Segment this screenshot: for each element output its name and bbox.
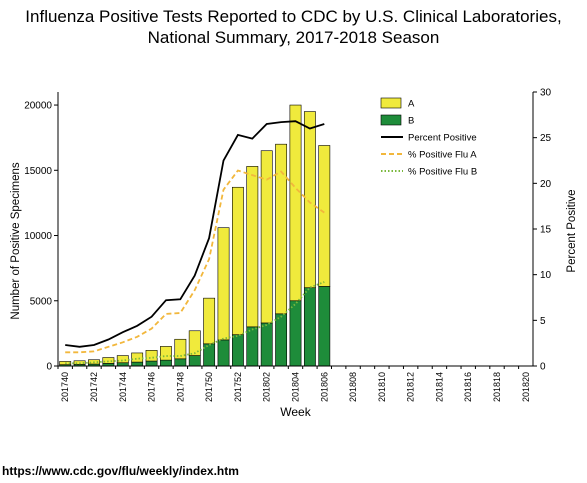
bar-b-201806 bbox=[318, 286, 331, 367]
lines-layer bbox=[65, 120, 325, 365]
x-tick-label-201748: 201748 bbox=[175, 372, 185, 402]
legend-positive-flu-a-label: % Positive Flu A bbox=[408, 150, 477, 161]
legend-b-swatch bbox=[380, 114, 402, 126]
bar-b-201747 bbox=[160, 359, 172, 367]
y2-tick-label-30: 30 bbox=[540, 88, 552, 99]
legend-b-label: B bbox=[408, 116, 414, 127]
x-tick-label-201816: 201816 bbox=[463, 372, 473, 402]
bar-a-201749 bbox=[188, 330, 201, 356]
legend: AB Percent Positive % Positive Flu A % Posi… bbox=[380, 97, 477, 178]
y2-tick-label-0: 0 bbox=[540, 362, 546, 373]
y-tick-label-5000: 5000 bbox=[30, 296, 53, 307]
bar-a-201751 bbox=[217, 227, 230, 341]
line-positive-flu-a bbox=[65, 169, 325, 354]
y2-tick-label-25: 25 bbox=[540, 133, 552, 144]
legend-a-swatch bbox=[380, 97, 402, 109]
x-tick-label-201820: 201820 bbox=[521, 372, 531, 402]
x-tick-label-201742: 201742 bbox=[89, 372, 99, 402]
y2-tick-label-10: 10 bbox=[540, 270, 552, 281]
bar-b-201801 bbox=[246, 326, 259, 367]
y2-tick-label-5: 5 bbox=[540, 316, 546, 327]
bar-a-201743 bbox=[102, 357, 115, 364]
x-tick-label-201744: 201744 bbox=[118, 372, 128, 402]
bar-b-201746 bbox=[145, 360, 158, 367]
bar-b-201750 bbox=[203, 343, 216, 367]
bar-b-201748 bbox=[174, 358, 187, 367]
x-tick-label-201804: 201804 bbox=[291, 372, 301, 402]
x-tick-label-201740: 201740 bbox=[60, 372, 70, 402]
title-line-2: National Summary, 2017-2018 Season bbox=[147, 28, 440, 47]
y2-tick-label-15: 15 bbox=[540, 225, 552, 236]
y-tick-label-15000: 15000 bbox=[24, 166, 52, 177]
bar-b-201803 bbox=[275, 313, 288, 367]
y2-tick-label-20: 20 bbox=[540, 179, 552, 190]
line-positive-flu-b bbox=[65, 281, 325, 365]
x-tick-label-201746: 201746 bbox=[147, 372, 157, 402]
legend-percent-positive-label: Percent Positive bbox=[408, 133, 477, 144]
legend-a-label: A bbox=[408, 99, 415, 110]
x-tick-label-201750: 201750 bbox=[204, 372, 214, 402]
x-tick-label-201802: 201802 bbox=[262, 372, 272, 402]
title-line-1: Influenza Positive Tests Reported to CDC… bbox=[25, 7, 562, 26]
bar-a-201750 bbox=[203, 297, 216, 345]
legend-positive-flu-b-label: % Positive Flu B bbox=[408, 167, 477, 178]
bar-a-201746 bbox=[145, 350, 158, 362]
x-tick-label-201806: 201806 bbox=[319, 372, 329, 402]
x-tick-label-201812: 201812 bbox=[406, 372, 416, 402]
bar-a-201752 bbox=[232, 186, 244, 335]
chart-title: Influenza Positive Tests Reported to CDC… bbox=[0, 6, 587, 48]
x-tick-label-201814: 201814 bbox=[434, 372, 444, 402]
y-tick-label-20000: 20000 bbox=[24, 101, 52, 112]
bar-b-201752 bbox=[232, 334, 244, 367]
bar-b-201749 bbox=[188, 355, 201, 367]
bar-a-201801 bbox=[246, 166, 259, 328]
bar-b-201804 bbox=[289, 300, 302, 367]
bar-a-201744 bbox=[116, 355, 129, 364]
x-axis-title: Week bbox=[280, 405, 311, 419]
bar-a-201804 bbox=[289, 104, 302, 302]
bar-b-201805 bbox=[303, 287, 316, 367]
x-tick-label-201810: 201810 bbox=[377, 372, 387, 402]
bars-layer bbox=[59, 104, 331, 367]
y-tick-label-0: 0 bbox=[46, 362, 52, 373]
bar-a-201806 bbox=[318, 145, 331, 287]
y2-axis-title: Percent Positive bbox=[566, 189, 578, 272]
x-tick-label-201808: 201808 bbox=[348, 372, 358, 402]
bar-b-201802 bbox=[260, 322, 273, 367]
x-tick-label-201752: 201752 bbox=[233, 372, 243, 402]
bar-b-201745 bbox=[131, 361, 144, 367]
y-axis-title: Number of Positive Specimens bbox=[10, 162, 22, 319]
bar-a-201803 bbox=[275, 143, 288, 315]
bar-a-201802 bbox=[260, 150, 273, 324]
source-url: https://www.cdc.gov/flu/weekly/index.htm bbox=[2, 464, 239, 478]
bar-a-201745 bbox=[131, 352, 144, 363]
x-tick-label-201818: 201818 bbox=[492, 372, 502, 402]
bar-a-201805 bbox=[303, 111, 316, 289]
line-percent-positive bbox=[65, 120, 325, 348]
bar-a-201747 bbox=[160, 346, 172, 361]
y-tick-label-10000: 10000 bbox=[24, 231, 52, 242]
bar-b-201751 bbox=[217, 339, 230, 367]
bar-a-201748 bbox=[174, 338, 187, 360]
axes-layer: 0 5000 10000 15000 20000 0 5 10 15 20 25 30 201740 20… bbox=[10, 88, 578, 420]
bar-a-201740 bbox=[59, 361, 72, 365]
